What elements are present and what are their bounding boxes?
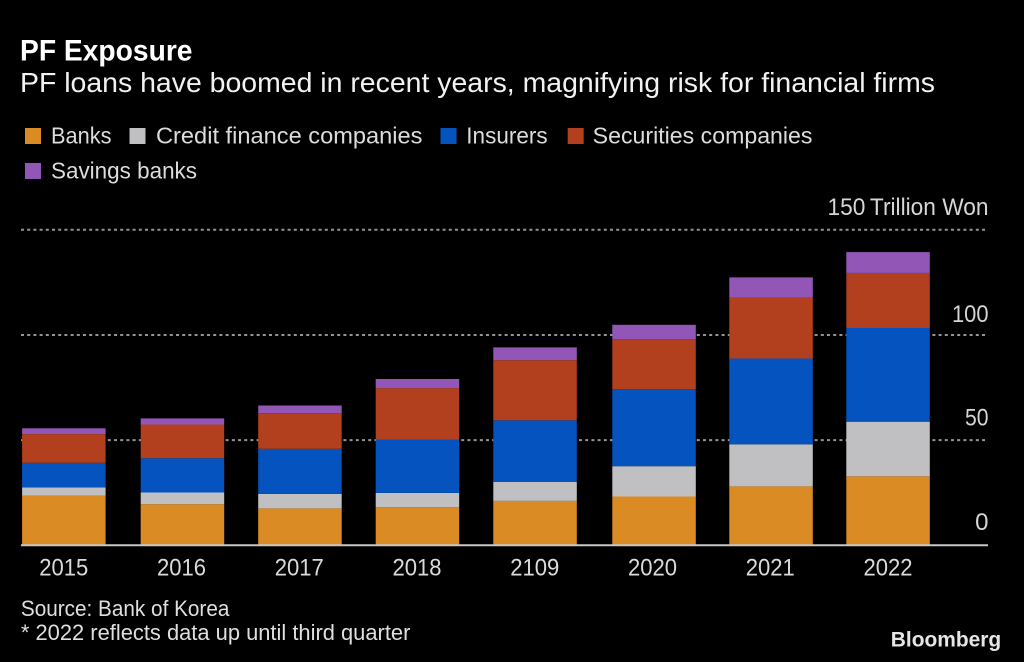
svg-text:Securities companies: Securities companies <box>593 123 813 149</box>
svg-text:Credit finance companies: Credit finance companies <box>156 123 423 149</box>
svg-text:150 Trillion Won: 150 Trillion Won <box>828 194 989 221</box>
svg-text:50: 50 <box>965 405 989 432</box>
svg-text:2015: 2015 <box>39 555 88 582</box>
svg-text:2020: 2020 <box>628 555 677 582</box>
svg-text:2016: 2016 <box>157 555 206 582</box>
svg-text:2018: 2018 <box>393 555 442 582</box>
svg-text:Savings banks: Savings banks <box>51 158 197 184</box>
svg-text:PF Exposure: PF Exposure <box>20 35 193 68</box>
svg-text:* 2022 reflects data up until: * 2022 reflects data up until third quar… <box>21 620 411 645</box>
svg-text:2017: 2017 <box>275 555 324 582</box>
svg-text:2022: 2022 <box>864 555 913 582</box>
svg-text:2109: 2109 <box>510 555 559 582</box>
svg-text:Source: Bank of Korea: Source: Bank of Korea <box>21 596 230 621</box>
svg-text:Insurers: Insurers <box>466 123 547 149</box>
svg-text:PF loans have boomed in recent: PF loans have boomed in recent years, ma… <box>20 67 935 98</box>
svg-text:0: 0 <box>975 509 988 536</box>
svg-text:Bloomberg: Bloomberg <box>891 629 1001 652</box>
svg-text:100: 100 <box>952 301 989 328</box>
svg-text:Banks: Banks <box>51 123 112 149</box>
svg-text:2021: 2021 <box>746 555 795 582</box>
